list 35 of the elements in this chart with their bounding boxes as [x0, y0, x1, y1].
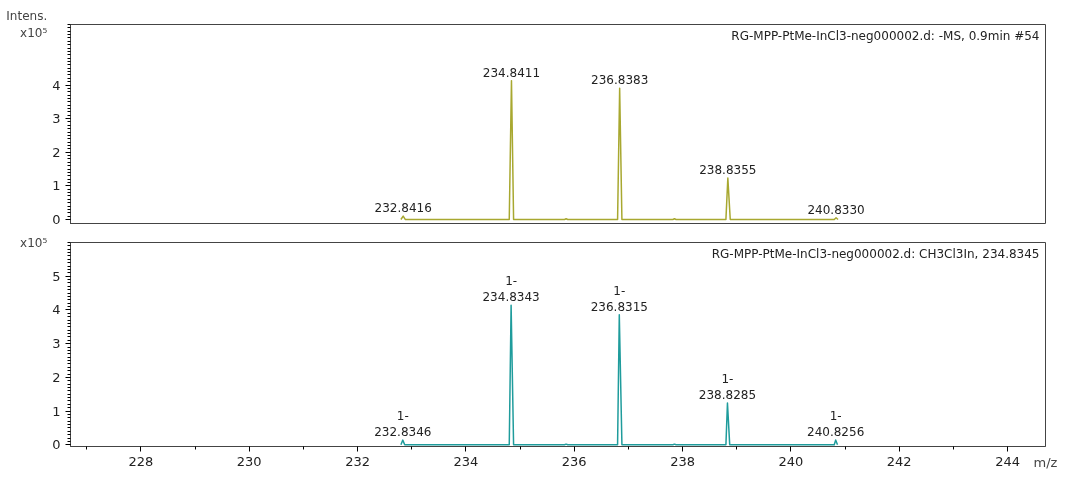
- x-tick-label: 244: [995, 453, 1020, 469]
- annotation: 236.8383: [591, 73, 649, 88]
- y-axis-title: Intens. x10⁵: [6, 9, 48, 40]
- x-tick-label: 240: [778, 453, 804, 469]
- x-tick-label: 236: [561, 453, 587, 469]
- annotation: 238.8355: [699, 163, 757, 178]
- y-tick-label: 0: [52, 211, 61, 227]
- x-axis-title: m/z: [1033, 454, 1058, 470]
- annotation: 240.8330: [807, 202, 865, 217]
- y-tick-label: 4: [52, 77, 61, 93]
- y-tick-label: 3: [52, 111, 61, 127]
- annotation: 1- 234.8343: [482, 274, 540, 305]
- annotation: 232.8416: [374, 201, 432, 216]
- x-tick-label: 238: [670, 453, 695, 469]
- x-tick-label: 230: [236, 453, 262, 469]
- y-tick-label: 2: [52, 144, 61, 160]
- annotation: 1- 236.8315: [590, 283, 648, 314]
- y-tick-label: 2: [52, 369, 61, 385]
- annotation: 1- 238.8285: [698, 372, 757, 402]
- y-tick-label: 3: [52, 336, 61, 352]
- y-tick-label: 4: [52, 302, 61, 318]
- annotation: 1- 232.8346: [374, 409, 432, 440]
- x-tick-label: 234: [453, 453, 479, 469]
- annotation: 234.8411: [482, 65, 541, 80]
- y-axis-title: x10⁵: [20, 235, 48, 250]
- y-tick-label: 5: [52, 268, 61, 284]
- y-tick-label: 1: [52, 403, 61, 419]
- x-tick-label: 228: [128, 453, 154, 469]
- annotation: 1- 240.8256: [807, 409, 865, 440]
- x-tick-label: 242: [886, 453, 912, 469]
- y-tick-label: 1: [52, 178, 61, 194]
- chart-title: RG-MPP-PtMe-InCl3-neg000002.d: CH3Cl3In, 234.8345: [711, 246, 1040, 261]
- chart-title: RG-MPP-PtMe-InCl3-neg000002.d: -MS, 0.9min #54: [731, 28, 1040, 43]
- x-tick-label: 232: [345, 453, 370, 469]
- y-tick-label: 0: [52, 437, 61, 453]
